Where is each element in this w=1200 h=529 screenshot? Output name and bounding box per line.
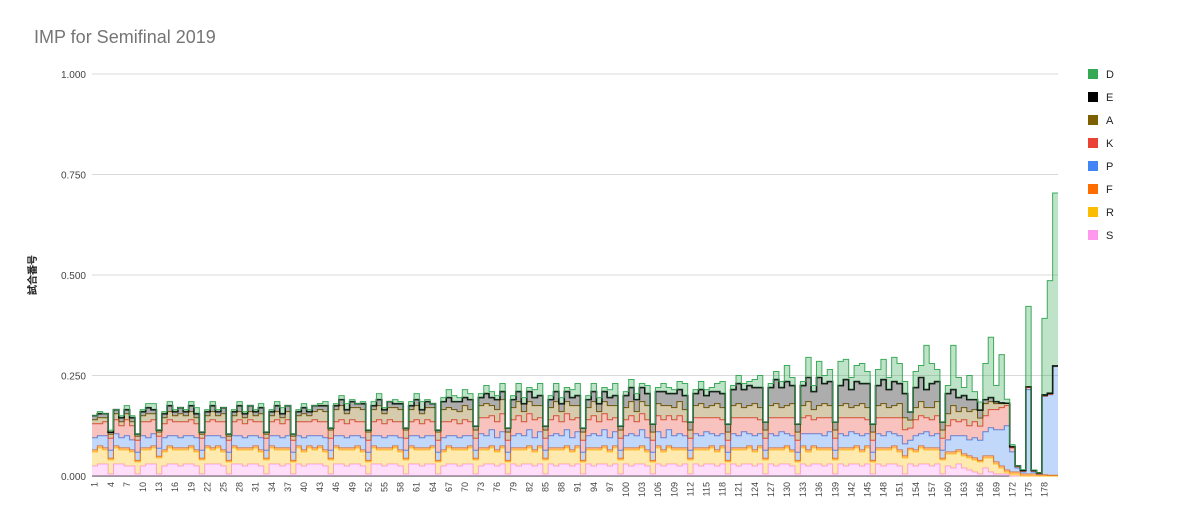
x-tick-label: 127 bbox=[766, 482, 776, 497]
x-tick-label: 118 bbox=[718, 482, 728, 496]
legend-swatch-S bbox=[1088, 230, 1098, 240]
x-tick-label: 157 bbox=[927, 482, 937, 497]
legend-label-K: K bbox=[1106, 138, 1114, 150]
x-tick-label: 25 bbox=[218, 482, 228, 492]
x-tick-label: 112 bbox=[685, 482, 695, 496]
legend-label-D: D bbox=[1106, 69, 1114, 81]
x-tick-label: 136 bbox=[814, 482, 824, 497]
x-tick-label: 73 bbox=[476, 482, 486, 492]
x-axis-ticks: 1 4 7 10 13 16 19 22 25 28 31 34 37 40 43 46 49 52 55 58 61 6… bbox=[90, 482, 1050, 497]
x-tick-label: 43 bbox=[315, 482, 325, 492]
area-fill-A bbox=[92, 365, 1058, 474]
gridlines bbox=[92, 73, 1058, 477]
y-tick-label: 0.500 bbox=[61, 271, 86, 282]
x-tick-label: 121 bbox=[734, 482, 744, 497]
x-tick-label: 106 bbox=[653, 482, 663, 497]
series-line-F bbox=[92, 445, 1058, 476]
x-tick-label: 85 bbox=[540, 482, 550, 492]
x-tick-label: 100 bbox=[621, 482, 631, 497]
x-tick-label: 7 bbox=[122, 482, 132, 487]
chart-title: IMP for Semifinal 2019 bbox=[34, 27, 216, 47]
y-tick-label: 0.250 bbox=[61, 372, 86, 383]
area-fill-F bbox=[92, 445, 1058, 476]
x-tick-label: 169 bbox=[991, 482, 1001, 497]
x-tick-label: 67 bbox=[444, 482, 454, 492]
legend-label-A: A bbox=[1106, 115, 1114, 127]
legend-swatch-F bbox=[1088, 184, 1098, 194]
x-tick-label: 10 bbox=[138, 482, 148, 492]
legend-swatch-K bbox=[1088, 138, 1098, 148]
x-tick-label: 148 bbox=[879, 482, 889, 497]
x-tick-label: 175 bbox=[1023, 482, 1033, 497]
series-line-D bbox=[92, 192, 1058, 474]
x-tick-label: 130 bbox=[782, 482, 792, 497]
x-tick-label: 151 bbox=[895, 482, 905, 497]
x-tick-label: 139 bbox=[830, 482, 840, 497]
x-tick-label: 49 bbox=[347, 482, 357, 492]
series-line-P bbox=[92, 366, 1058, 475]
series-line-R bbox=[92, 447, 1058, 477]
x-tick-label: 97 bbox=[605, 482, 615, 492]
x-tick-label: 115 bbox=[701, 482, 711, 496]
legend-swatch-A bbox=[1088, 115, 1098, 125]
y-axis-label: 試合番号 bbox=[26, 255, 39, 295]
x-tick-label: 166 bbox=[975, 482, 985, 497]
x-tick-label: 82 bbox=[524, 482, 534, 492]
x-tick-label: 19 bbox=[186, 482, 196, 492]
x-tick-label: 61 bbox=[412, 482, 422, 492]
x-tick-label: 70 bbox=[460, 482, 470, 492]
x-tick-label: 28 bbox=[235, 482, 245, 492]
x-tick-label: 31 bbox=[251, 482, 261, 492]
x-tick-label: 58 bbox=[396, 482, 406, 492]
y-axis-ticks: 0.000 0.250 0.500 0.750 1.000 bbox=[61, 70, 86, 483]
x-tick-label: 34 bbox=[267, 482, 277, 492]
x-tick-label: 16 bbox=[170, 482, 180, 492]
x-tick-label: 1 bbox=[90, 482, 100, 487]
legend-label-R: R bbox=[1106, 207, 1114, 219]
x-tick-label: 163 bbox=[959, 482, 969, 497]
legend-label-P: P bbox=[1106, 161, 1113, 173]
x-tick-label: 88 bbox=[557, 482, 567, 492]
legend-swatch-R bbox=[1088, 207, 1098, 217]
area-layers bbox=[92, 192, 1058, 477]
x-tick-label: 124 bbox=[750, 482, 760, 497]
y-tick-label: 0.000 bbox=[61, 472, 86, 483]
x-tick-label: 94 bbox=[589, 482, 599, 492]
x-tick-label: 46 bbox=[331, 482, 341, 492]
legend-swatch-P bbox=[1088, 161, 1098, 171]
x-tick-label: 91 bbox=[573, 482, 583, 492]
x-tick-label: 4 bbox=[106, 482, 116, 487]
x-tick-label: 103 bbox=[637, 482, 647, 497]
x-tick-label: 142 bbox=[846, 482, 856, 497]
legend-label-E: E bbox=[1106, 92, 1113, 104]
area-fill-E bbox=[92, 365, 1058, 474]
x-tick-label: 64 bbox=[428, 482, 438, 492]
x-tick-label: 52 bbox=[363, 482, 373, 492]
x-tick-label: 109 bbox=[669, 482, 679, 497]
series-line-A bbox=[92, 365, 1058, 474]
x-tick-label: 160 bbox=[943, 482, 953, 497]
x-tick-label: 13 bbox=[154, 482, 164, 492]
legend-swatch-D bbox=[1088, 69, 1098, 79]
x-tick-label: 145 bbox=[862, 482, 872, 497]
x-tick-label: 55 bbox=[379, 482, 389, 492]
legend-label-S: S bbox=[1106, 230, 1113, 242]
y-tick-label: 0.750 bbox=[61, 171, 86, 182]
x-tick-label: 76 bbox=[492, 482, 502, 492]
x-tick-label: 133 bbox=[798, 482, 808, 497]
series-line-K bbox=[92, 365, 1058, 475]
legend-label-F: F bbox=[1106, 184, 1113, 196]
x-tick-label: 79 bbox=[508, 482, 518, 492]
x-tick-label: 178 bbox=[1040, 482, 1050, 497]
legend-swatch-E bbox=[1088, 92, 1098, 102]
x-tick-label: 37 bbox=[283, 482, 293, 492]
series-line-S bbox=[92, 463, 1058, 477]
x-tick-label: 22 bbox=[202, 482, 212, 492]
x-tick-label: 172 bbox=[1007, 482, 1017, 497]
x-tick-label: 40 bbox=[299, 482, 309, 492]
y-tick-label: 1.000 bbox=[61, 70, 86, 81]
x-tick-label: 154 bbox=[911, 482, 921, 497]
